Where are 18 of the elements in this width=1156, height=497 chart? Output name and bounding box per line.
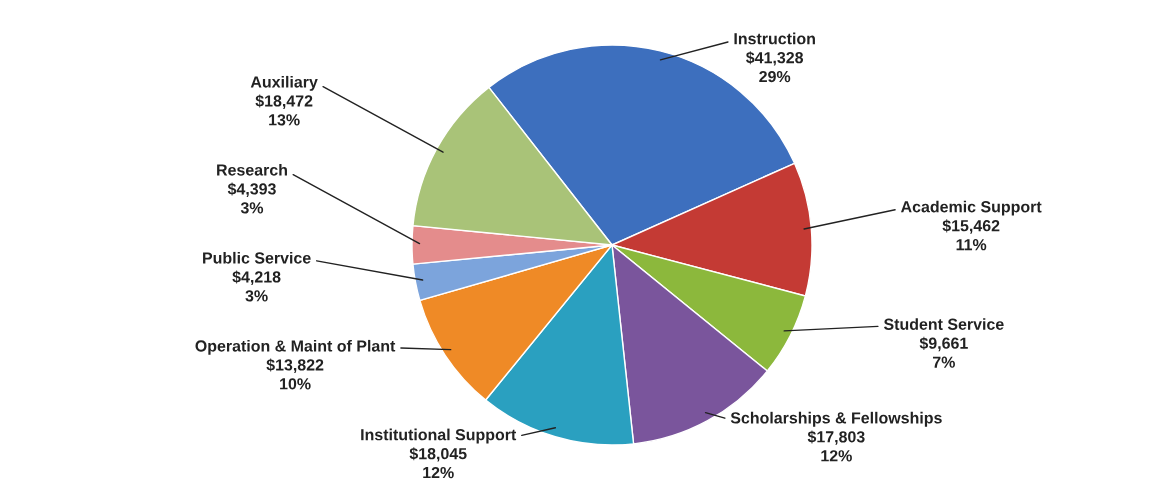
data-label: $18,045 12% [409, 447, 467, 479]
data-label: $4,393 3% [227, 182, 276, 214]
slice-label: Auxiliary [250, 75, 318, 91]
slice-label: Instruction [734, 32, 815, 45]
data-label: $13,822 10% [266, 358, 324, 390]
data-label: $4,218 3% [232, 270, 281, 302]
slice-label: Public Service [203, 251, 311, 264]
slice-label: Scholarships & Fellowships [730, 411, 942, 427]
data-label: $18,472 13% [255, 94, 313, 126]
data-label: $17,803 12% [807, 430, 865, 462]
slice-label: Student Service [883, 318, 1004, 330]
slice-label: Operation & Maint of Plant [195, 339, 396, 355]
data-label: $41,328 29% [746, 51, 804, 83]
data-label: $9,661 7% [919, 336, 968, 368]
slice-label: Academic Support [900, 200, 1042, 216]
data-label: $15,462 11% [942, 219, 1000, 251]
slice-label: Institutional Support [361, 428, 517, 444]
slice-label: Research [217, 163, 287, 176]
